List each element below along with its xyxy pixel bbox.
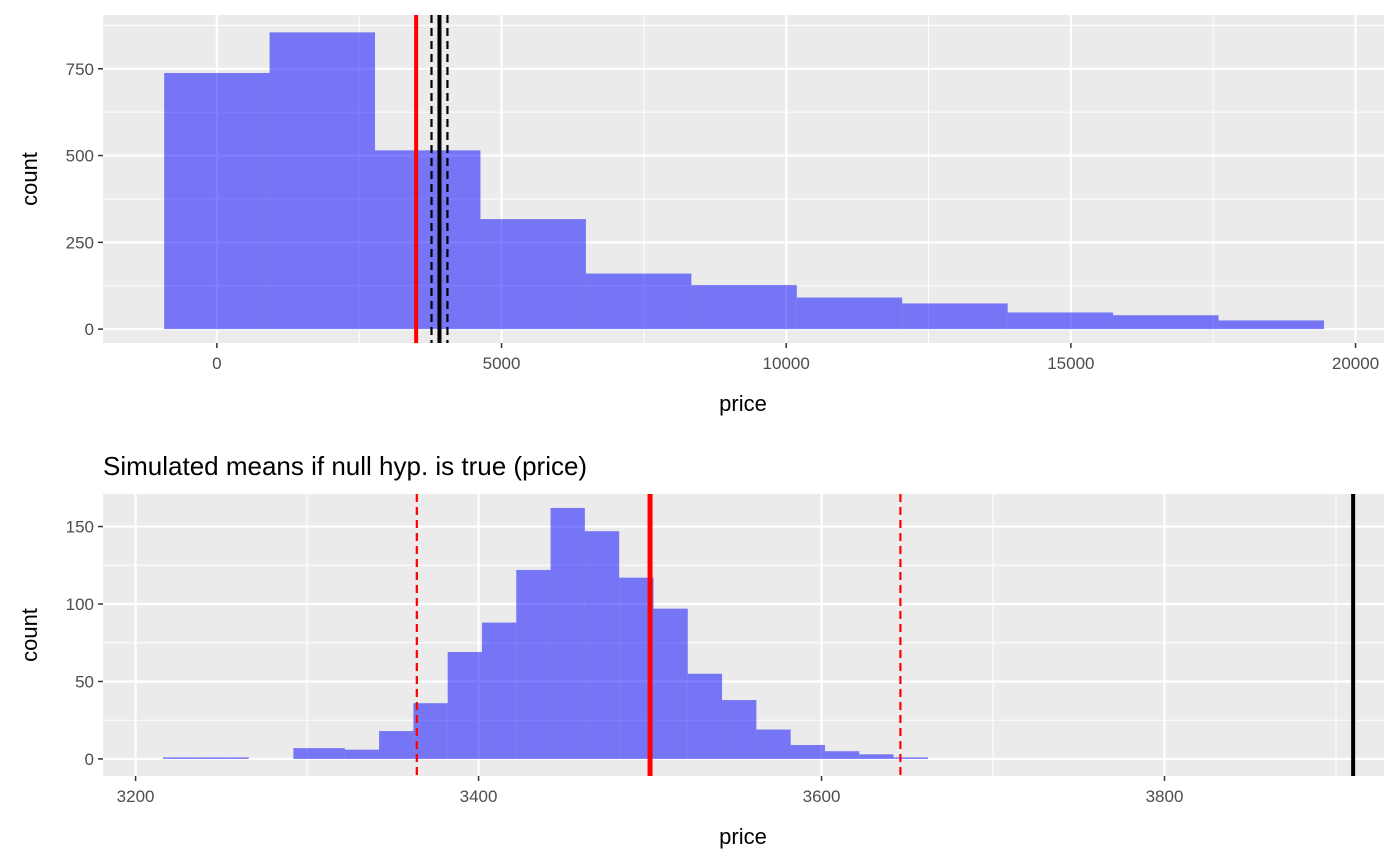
x-tick-label: 5000 (483, 354, 521, 373)
x-axis-title: price (719, 391, 767, 416)
x-tick-label: 3400 (460, 787, 498, 806)
x-axis: 0 5000 10000 15000 20000 (212, 343, 1379, 373)
y-axis-title: count (17, 608, 42, 662)
histogram-bar (447, 652, 482, 759)
x-axis-title: price (719, 824, 767, 849)
histogram-bar (375, 150, 481, 330)
histogram-bar (859, 754, 894, 759)
y-axis-title: count (17, 152, 42, 206)
histogram-bar (756, 729, 791, 759)
vlines-layer (415, 494, 1356, 776)
histogram-bar (585, 273, 692, 330)
vlines-layer (414, 15, 449, 343)
histogram-bar (516, 569, 551, 759)
x-tick-label: 20000 (1332, 354, 1379, 373)
x-tick-label: 3600 (803, 787, 841, 806)
x-tick-label: 15000 (1047, 354, 1094, 373)
y-axis: 0 250 500 750 (66, 60, 103, 339)
histogram-bar (481, 622, 517, 759)
histogram-bar (893, 757, 928, 759)
bars-layer (163, 507, 928, 759)
y-tick-label: 750 (66, 60, 94, 79)
bars-layer (164, 32, 1324, 330)
histogram-bar (231, 757, 249, 759)
x-tick-label: 3200 (117, 787, 155, 806)
y-tick-label: 50 (75, 672, 94, 691)
histogram-bar (584, 531, 620, 759)
histogram-bar (197, 757, 232, 759)
y-tick-label: 0 (85, 750, 94, 769)
histogram-bar (413, 703, 448, 759)
histogram-bar (163, 757, 198, 759)
y-tick-label: 0 (85, 320, 94, 339)
histogram-bar (687, 673, 723, 759)
histogram-bar (902, 303, 1008, 330)
histogram-bar (550, 507, 585, 759)
y-tick-label: 150 (66, 518, 94, 537)
y-tick-label: 250 (66, 233, 94, 252)
histogram-bar (344, 749, 380, 759)
panel-simulated-means: Simulated means if null hyp. is true (pr… (17, 451, 1384, 849)
x-axis: 3200 3400 3600 3800 (117, 776, 1184, 806)
y-axis: 0 50 100 150 (66, 518, 103, 769)
histogram-bar (790, 745, 825, 759)
panel-price-histogram: 0 5000 10000 15000 20000 0 250 500 750 price co… (17, 15, 1384, 416)
histogram-bar (480, 219, 586, 330)
y-tick-label: 100 (66, 595, 94, 614)
histogram-bar (293, 748, 345, 759)
histogram-bar (379, 731, 414, 759)
histogram-bar (722, 700, 757, 759)
histogram-bar (824, 751, 860, 759)
x-tick-label: 0 (212, 354, 221, 373)
y-tick-label: 500 (66, 147, 94, 166)
histogram-bar (1007, 312, 1114, 330)
histogram-bar (653, 608, 688, 759)
x-tick-label: 10000 (763, 354, 810, 373)
histogram-bar (796, 297, 903, 330)
histogram-bar (164, 72, 270, 330)
histogram-bar (1113, 315, 1219, 330)
histogram-bar (691, 285, 797, 330)
histogram-bar (269, 32, 376, 330)
histogram-bar (1218, 320, 1324, 330)
x-tick-label: 3800 (1146, 787, 1184, 806)
plot-title: Simulated means if null hyp. is true (pr… (103, 451, 587, 481)
